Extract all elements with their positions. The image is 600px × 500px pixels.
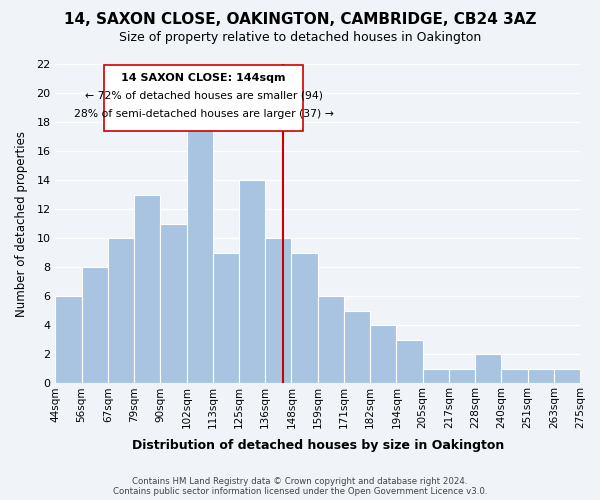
Bar — [344, 311, 370, 384]
Text: 28% of semi-detached houses are larger (37) →: 28% of semi-detached houses are larger (… — [74, 109, 334, 119]
Bar — [397, 340, 422, 384]
Bar — [370, 326, 397, 384]
Bar — [449, 369, 475, 384]
Bar — [239, 180, 265, 384]
Bar — [213, 253, 239, 384]
Bar — [160, 224, 187, 384]
Y-axis label: Number of detached properties: Number of detached properties — [15, 130, 28, 316]
Bar — [82, 268, 108, 384]
Bar — [318, 296, 344, 384]
Bar — [265, 238, 292, 384]
Bar — [187, 122, 213, 384]
Bar — [292, 253, 318, 384]
Text: ← 72% of detached houses are smaller (94): ← 72% of detached houses are smaller (94… — [85, 90, 323, 100]
Bar — [502, 369, 527, 384]
X-axis label: Distribution of detached houses by size in Oakington: Distribution of detached houses by size … — [131, 440, 504, 452]
Bar — [422, 369, 449, 384]
Bar — [55, 296, 82, 384]
Text: 14, SAXON CLOSE, OAKINGTON, CAMBRIDGE, CB24 3AZ: 14, SAXON CLOSE, OAKINGTON, CAMBRIDGE, C… — [64, 12, 536, 28]
Text: Size of property relative to detached houses in Oakington: Size of property relative to detached ho… — [119, 31, 481, 44]
Text: 14 SAXON CLOSE: 144sqm: 14 SAXON CLOSE: 144sqm — [121, 73, 286, 83]
Bar — [108, 238, 134, 384]
Bar — [475, 354, 502, 384]
Bar — [134, 194, 160, 384]
FancyBboxPatch shape — [104, 66, 303, 131]
Bar — [527, 369, 554, 384]
Bar — [554, 369, 580, 384]
Text: Contains HM Land Registry data © Crown copyright and database right 2024.
Contai: Contains HM Land Registry data © Crown c… — [113, 476, 487, 496]
